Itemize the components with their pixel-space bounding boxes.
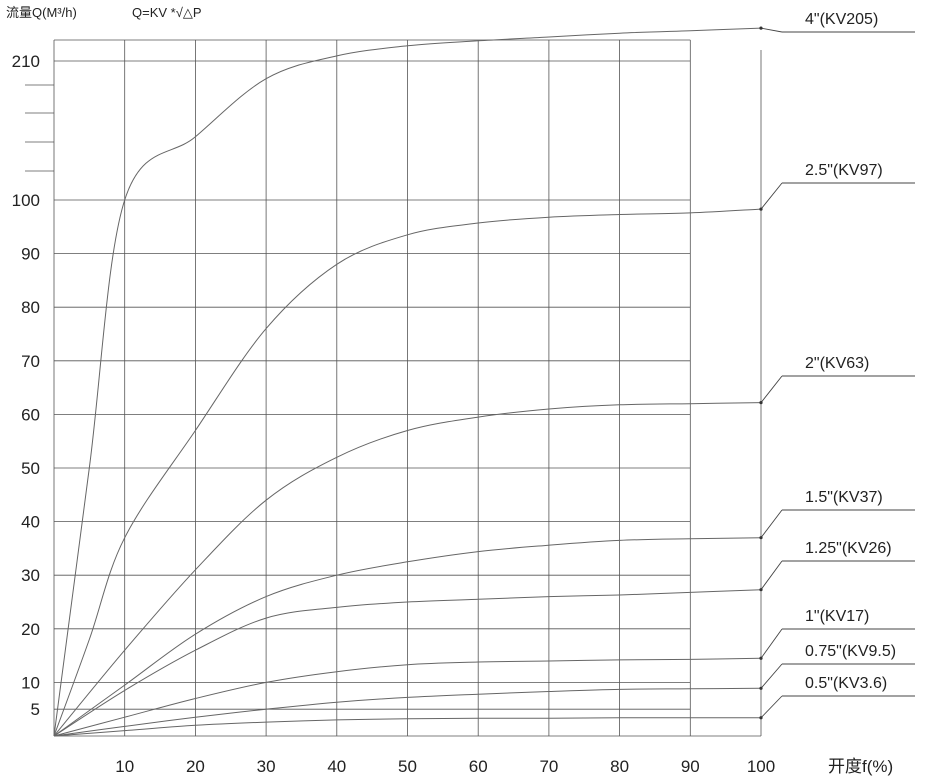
x-tick-label: 60 xyxy=(469,757,488,776)
y-tick-label: 210 xyxy=(12,52,40,71)
tick-labels: 5 10 20 30 40 50 60 70 80 90 100 210 10 20 30 40 50 60 70 8… xyxy=(12,11,896,776)
series-line xyxy=(53,687,762,737)
leader-line xyxy=(760,663,783,689)
series-label: 1.5"(KV37) xyxy=(805,489,883,506)
series-line xyxy=(53,589,762,737)
series-line xyxy=(53,537,762,737)
x-tick-label: 90 xyxy=(681,757,700,776)
y-tick-label: 100 xyxy=(12,191,40,210)
series-label: 1"(KV17) xyxy=(805,608,869,625)
x-tick-label: 10 xyxy=(115,757,134,776)
leader-line xyxy=(760,695,783,719)
x-tick-label: 20 xyxy=(186,757,205,776)
series-line xyxy=(53,27,762,737)
series-label: 2"(KV63) xyxy=(805,355,869,372)
series-label: 2.5"(KV97) xyxy=(805,162,883,179)
leader-line xyxy=(760,560,783,590)
y-tick-label: 50 xyxy=(21,459,40,478)
series-end-dot xyxy=(759,716,763,720)
x-tick-label: 30 xyxy=(257,757,276,776)
series-line xyxy=(53,717,761,737)
y-tick-label: 70 xyxy=(21,352,40,371)
series-end-dot xyxy=(759,207,763,211)
y-tick-label: 90 xyxy=(21,245,40,264)
series-end-dot xyxy=(759,401,763,405)
leader-line xyxy=(760,375,783,403)
series-curves xyxy=(53,27,762,737)
series-line xyxy=(53,657,762,737)
y-tick-label: 30 xyxy=(21,566,40,585)
x-tick-label: 70 xyxy=(539,757,558,776)
x-tick-label: 50 xyxy=(398,757,417,776)
series-label: 0.75"(KV9.5) xyxy=(805,643,896,660)
leader-line xyxy=(760,182,783,210)
series-label: 1.25"(KV26) xyxy=(805,540,892,557)
series-line xyxy=(53,208,762,737)
x-tick-label: 100 xyxy=(747,757,775,776)
series-end-dot xyxy=(759,26,763,30)
x-tick-label: 80 xyxy=(610,757,629,776)
y-tick-label: 80 xyxy=(21,298,40,317)
y-tick-label: 5 xyxy=(31,700,40,719)
leader-line xyxy=(760,509,783,538)
y-tick-label: 60 xyxy=(21,405,40,424)
series-line xyxy=(53,402,762,737)
x-tick-label: 40 xyxy=(327,757,346,776)
y-tick-label: 40 xyxy=(21,513,40,532)
y-axis-label: 流量Q(M³/h) xyxy=(6,5,77,20)
leader-line xyxy=(760,628,783,659)
series-label: 4"(KV205) xyxy=(805,11,878,28)
series-label: 0.5"(KV3.6) xyxy=(805,675,887,692)
legend-leaders xyxy=(759,26,915,720)
leader-line xyxy=(760,27,783,33)
formula-label: Q=KV *√△P xyxy=(132,5,202,20)
series-end-dot xyxy=(759,656,763,660)
grid-lines xyxy=(25,39,762,737)
y-tick-label: 20 xyxy=(21,620,40,639)
y-tick-label: 10 xyxy=(21,673,40,692)
x-axis-label: 开度f(%) xyxy=(828,757,893,776)
series-end-dot xyxy=(759,686,763,690)
series-end-dot xyxy=(759,536,763,540)
series-end-dot xyxy=(759,588,763,592)
